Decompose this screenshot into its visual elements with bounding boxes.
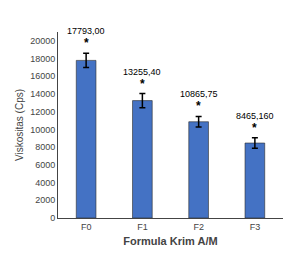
svg-text:8465,160: 8465,160 — [236, 111, 274, 121]
svg-text:2000: 2000 — [35, 195, 55, 205]
svg-text:F0: F0 — [81, 222, 92, 232]
svg-text:6000: 6000 — [35, 160, 55, 170]
svg-text:F2: F2 — [193, 222, 204, 232]
svg-text:*: * — [84, 36, 89, 50]
svg-text:4000: 4000 — [35, 178, 55, 188]
svg-text:16000: 16000 — [30, 71, 55, 81]
svg-text:*: * — [252, 121, 257, 135]
svg-text:*: * — [140, 77, 145, 91]
svg-text:8000: 8000 — [35, 142, 55, 152]
svg-text:14000: 14000 — [30, 89, 55, 99]
svg-text:10865,75: 10865,75 — [180, 89, 218, 99]
svg-text:12000: 12000 — [30, 107, 55, 117]
svg-text:17793,00: 17793,00 — [67, 26, 105, 36]
svg-text:20000: 20000 — [30, 36, 55, 46]
svg-text:F1: F1 — [137, 222, 148, 232]
svg-text:F3: F3 — [250, 222, 261, 232]
svg-text:*: * — [196, 99, 201, 113]
svg-text:13255,40: 13255,40 — [123, 67, 161, 77]
svg-text:Viskositas (Cps): Viskositas (Cps) — [14, 89, 25, 161]
svg-text:10000: 10000 — [30, 125, 55, 135]
svg-text:18000: 18000 — [30, 54, 55, 64]
svg-text:0: 0 — [50, 213, 55, 223]
svg-text:Formula Krim A/M: Formula Krim A/M — [123, 235, 217, 247]
